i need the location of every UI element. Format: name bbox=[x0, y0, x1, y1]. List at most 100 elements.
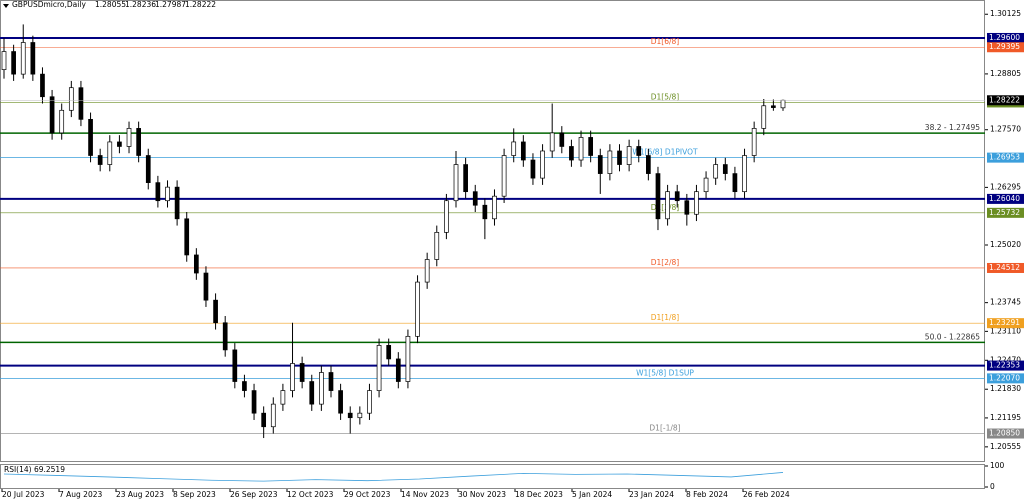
level-text: 50.0 - 1.22865 bbox=[925, 332, 980, 341]
candle-body bbox=[367, 390, 372, 414]
candle-body bbox=[193, 254, 199, 274]
level-price-label: 1.24512 bbox=[989, 263, 1020, 272]
candle-body bbox=[703, 177, 709, 193]
candle-body bbox=[453, 164, 459, 202]
level-text: D1[3/8] bbox=[651, 203, 680, 212]
level-price-label: 1.22070 bbox=[989, 373, 1020, 382]
rsi-tick-label: 0 bbox=[990, 482, 995, 491]
candle-body bbox=[713, 164, 719, 179]
x-tick-label: 7 Aug 2023 bbox=[59, 490, 102, 499]
quote-value: 1.28236 bbox=[125, 0, 156, 9]
level-price-label: 1.25732 bbox=[989, 208, 1020, 217]
level-text: D1[6/8] bbox=[651, 37, 680, 46]
candle-body bbox=[347, 412, 353, 419]
candle-body bbox=[251, 390, 257, 414]
level-price-box bbox=[987, 428, 1024, 439]
candle-body bbox=[395, 358, 401, 382]
x-tick-label: 29 Oct 2023 bbox=[344, 490, 391, 499]
candle-body bbox=[444, 200, 449, 233]
candle-body bbox=[386, 345, 392, 360]
level-price-label: 1.29395 bbox=[989, 42, 1020, 51]
x-tick-label: 26 Feb 2024 bbox=[743, 490, 790, 499]
candle-body bbox=[597, 155, 603, 174]
candle-body bbox=[299, 363, 305, 382]
level-price-box bbox=[987, 360, 1024, 371]
candle-body bbox=[655, 173, 661, 220]
quote-value: 1.28222 bbox=[185, 0, 216, 9]
candle-body bbox=[184, 218, 190, 256]
level-price-box bbox=[987, 373, 1024, 384]
candle-body bbox=[636, 146, 642, 156]
candle-body bbox=[559, 132, 565, 147]
candle-body bbox=[145, 155, 151, 183]
level-text: D1[-1/8] bbox=[649, 424, 680, 433]
x-tick-label: 23 Jan 2024 bbox=[629, 490, 674, 499]
x-tick-label: 20 Jul 2023 bbox=[2, 490, 45, 499]
candle-body bbox=[242, 381, 247, 391]
candle-body bbox=[357, 412, 363, 419]
y-tick-label: 1.25020 bbox=[990, 240, 1021, 249]
chart-title: GBPUSDmicro,Daily bbox=[12, 0, 86, 9]
candle-body bbox=[280, 390, 286, 405]
candle-body bbox=[617, 150, 622, 165]
candle-body bbox=[646, 155, 651, 174]
candle-body bbox=[309, 381, 315, 405]
candle-body bbox=[482, 204, 488, 220]
candle-body bbox=[107, 141, 113, 165]
y-tick-label: 1.30125 bbox=[990, 9, 1021, 18]
y-tick-label: 1.20555 bbox=[990, 442, 1021, 451]
rsi-title: RSI(14) 69.2519 bbox=[4, 465, 65, 474]
candle-body bbox=[319, 372, 324, 405]
level-text: D1[5/8] bbox=[651, 92, 680, 101]
y-tick-label: 1.21195 bbox=[990, 413, 1021, 422]
candle-body bbox=[126, 128, 132, 147]
candle-body bbox=[376, 345, 382, 391]
candle-body bbox=[136, 128, 141, 156]
y-tick-label: 1.27570 bbox=[990, 125, 1021, 134]
x-tick-label: 26 Sep 2023 bbox=[230, 490, 278, 499]
current-price-box bbox=[987, 95, 1024, 106]
candle-body bbox=[155, 182, 161, 202]
candle-body bbox=[203, 272, 209, 301]
level-price-label: 1.22353 bbox=[989, 361, 1020, 370]
quote-value: 1.27987 bbox=[155, 0, 186, 9]
candle-body bbox=[492, 195, 497, 220]
level-text: D1[1/8] bbox=[651, 313, 680, 322]
candle-body bbox=[1, 51, 7, 70]
candle-body bbox=[78, 87, 84, 120]
candle-body bbox=[588, 137, 594, 156]
level-price-box bbox=[987, 152, 1024, 163]
candle-body bbox=[117, 141, 122, 147]
candle-body bbox=[665, 191, 670, 220]
quote-value: 1.28055 bbox=[95, 0, 126, 9]
y-tick-label: 1.23745 bbox=[990, 298, 1021, 307]
level-price-box bbox=[987, 32, 1024, 43]
candle-body bbox=[415, 281, 420, 337]
level-price-box bbox=[987, 193, 1024, 204]
level-price-label: 1.20850 bbox=[989, 429, 1020, 438]
candle-body bbox=[49, 96, 55, 134]
candle-body bbox=[290, 363, 295, 391]
x-tick-label: 18 Dec 2023 bbox=[515, 490, 563, 499]
level-price-box bbox=[987, 207, 1024, 218]
level-price-label: 1.26040 bbox=[989, 194, 1020, 203]
level-price-label: 1.29600 bbox=[989, 33, 1020, 42]
candle-body bbox=[722, 164, 728, 174]
level-text: W1[5/8] D1SUP bbox=[636, 368, 694, 377]
plot-frame bbox=[0, 0, 985, 462]
y-tick-label: 1.21830 bbox=[990, 384, 1021, 393]
candle-body bbox=[30, 42, 36, 75]
x-tick-label: 12 Oct 2023 bbox=[287, 490, 334, 499]
candle-body bbox=[174, 186, 180, 220]
y-tick-label: 1.22470 bbox=[990, 355, 1021, 364]
rsi-line bbox=[3, 472, 784, 482]
candle-body bbox=[424, 259, 430, 283]
candle-body bbox=[549, 132, 555, 152]
y-tick-label: 1.26295 bbox=[990, 182, 1021, 191]
candle-body bbox=[88, 118, 93, 156]
candle-body bbox=[607, 150, 613, 174]
rsi-tick-label: 100 bbox=[990, 461, 1005, 470]
candle-body bbox=[261, 412, 267, 428]
